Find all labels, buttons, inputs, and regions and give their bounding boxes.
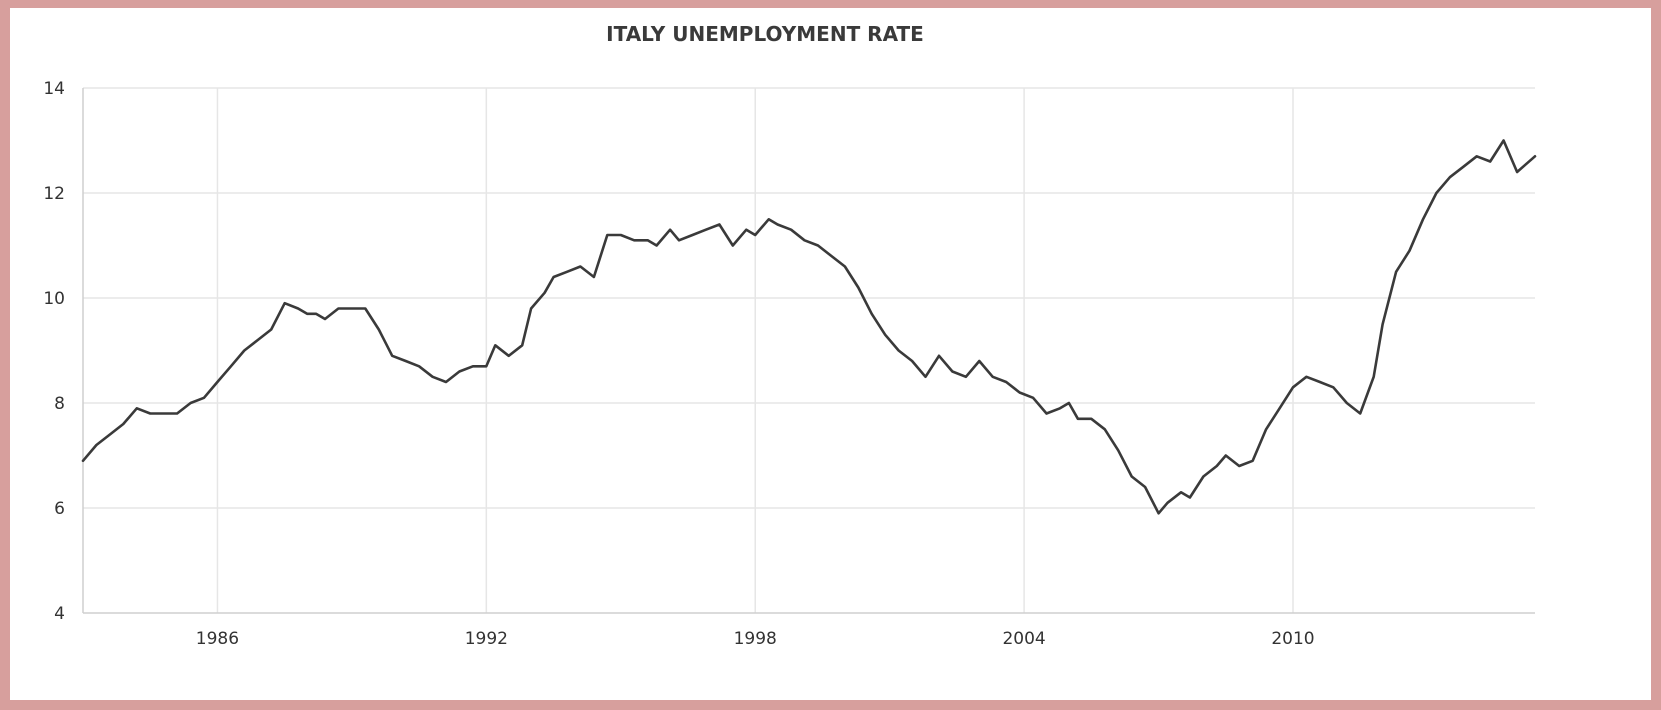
- x-axis-ticks: 1986 1992 1998 2004 2010: [196, 629, 1315, 649]
- x-tick-label-2010: 2010: [1271, 629, 1314, 649]
- series-line-0: [81, 139, 1537, 515]
- chart-title: ITALY UNEMPLOYMENT RATE: [606, 22, 924, 46]
- y-tick-label-10: 10: [43, 289, 65, 309]
- x-tick-label-1992: 1992: [465, 629, 508, 649]
- y-tick-label-4: 4: [54, 604, 65, 624]
- chart-frame: 4 6 8 10 12 14 1986 1992 1998 2004 2010 ITALY UNE…: [10, 8, 1651, 700]
- y-tick-label-14: 14: [43, 79, 65, 99]
- y-tick-label-12: 12: [43, 184, 65, 204]
- y-axis-ticks: 4 6 8 10 12 14: [43, 79, 65, 624]
- series-layer: [81, 139, 1537, 515]
- x-tick-label-1998: 1998: [734, 629, 777, 649]
- unemployment-line-chart: 4 6 8 10 12 14 1986 1992 1998 2004 2010 ITALY UNE…: [43, 22, 1537, 649]
- x-tick-label-2004: 2004: [1002, 629, 1045, 649]
- grid-lines: [83, 87, 1535, 613]
- y-tick-label-8: 8: [54, 394, 65, 414]
- y-tick-label-6: 6: [54, 499, 65, 519]
- x-tick-label-1986: 1986: [196, 629, 239, 649]
